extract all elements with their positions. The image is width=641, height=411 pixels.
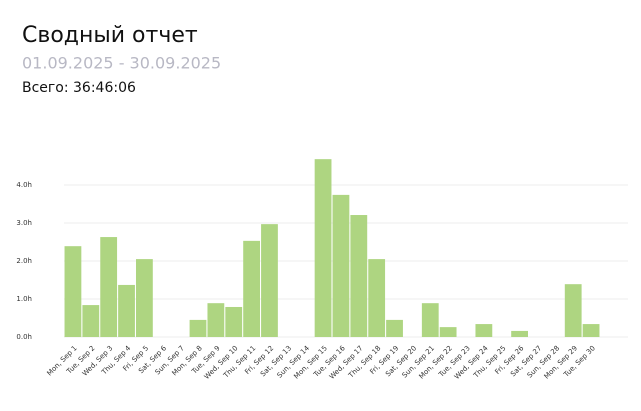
bar [582,324,600,337]
bar [207,303,225,337]
bar [100,237,118,337]
bar [82,305,100,337]
bar [350,215,368,337]
bar [314,159,332,337]
y-tick-label: 3.0h [16,219,32,227]
y-tick-label: 4.0h [16,181,32,189]
bar [511,330,528,337]
bar [475,324,493,337]
date-range: 01.09.2025 - 30.09.2025 [22,54,221,73]
bar [64,246,82,337]
y-tick-label: 2.0h [16,257,32,265]
bar [332,194,350,337]
bar [118,284,135,337]
y-tick-label: 0.0h [16,333,32,341]
bar [136,259,153,337]
y-tick-label: 1.0h [16,295,32,303]
bar [261,224,278,337]
bar [386,319,403,337]
bar [368,259,386,337]
bar [225,306,243,337]
bar [189,319,207,337]
title: Сводный отчет [22,23,198,48]
bar [421,303,439,337]
bar [439,327,457,337]
total: Всего: 36:46:06 [22,80,136,96]
bar [564,284,582,337]
bar [243,240,260,337]
